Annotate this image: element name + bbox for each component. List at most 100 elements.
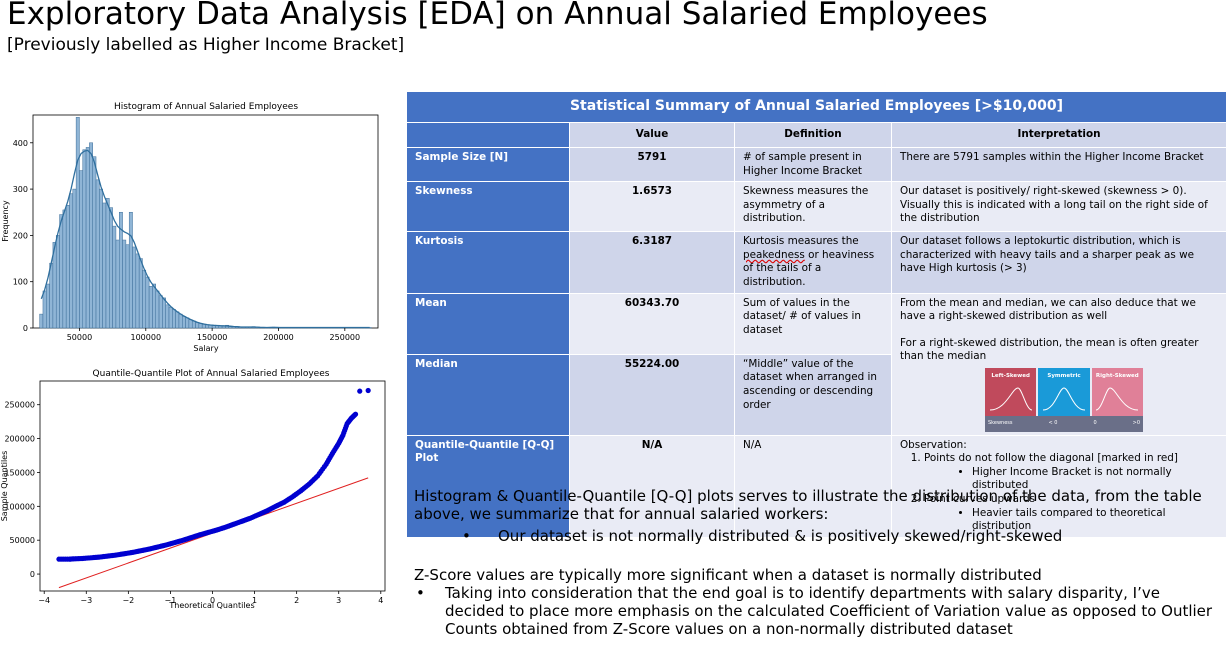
histogram-xtick-label: 150000: [197, 333, 228, 342]
qq-ytick-label: 200000: [4, 435, 35, 444]
histogram-bar: [132, 246, 137, 329]
table-row-mean: Mean 60343.70 Sum of values in the datas…: [406, 292, 1227, 436]
histogram-bar: [49, 262, 54, 329]
histogram-kde-line: [40, 149, 370, 329]
table-header-blank: [406, 122, 570, 148]
histogram-bar: [178, 313, 183, 329]
histogram-bar: [79, 170, 84, 329]
page-subtitle: [Previously labelled as Higher Income Br…: [7, 35, 405, 55]
table-header-interpretation: Interpretation: [891, 122, 1227, 148]
qq-plot-chart: Quantile-Quantile Plot of Annual Salarie…: [0, 369, 386, 610]
symmetric-curve-icon: [1042, 387, 1086, 411]
qq-ytick-label: 50000: [10, 536, 35, 545]
histogram-xtick-label: 200000: [263, 333, 294, 342]
qq-point: [365, 387, 371, 394]
qq-point: [357, 388, 363, 394]
row-definition: Kurtosis measures the peakedness or heav…: [734, 231, 892, 294]
histogram-bar: [42, 290, 47, 329]
histogram-bar: [55, 235, 60, 329]
table-row-qq-plot: Quantile-Quantile [Q-Q] Plot N/A N/A Obs…: [406, 434, 1227, 538]
left-skew-curve-icon: [989, 387, 1032, 411]
table-row-median: Median 55224.00 “Middle” value of the da…: [406, 353, 1227, 436]
row-interpretation: Our dataset follows a leptokurtic distri…: [891, 231, 1227, 294]
row-value: 60343.70: [569, 292, 735, 355]
table-header-value: Value: [569, 122, 735, 148]
observation-item: Point curves upwards Heavier tails compa…: [924, 493, 1218, 534]
qq-point: [352, 411, 359, 417]
qq-xtick-label: 1: [252, 596, 257, 605]
row-value: 5791: [569, 146, 735, 183]
histogram-bar: [85, 147, 90, 329]
qq-xtick-label: 2: [294, 596, 299, 605]
statistical-summary-table: Statistical Summary of Annual Salaried E…: [406, 91, 1227, 538]
row-interpretation-mean-median: From the mean and median, we can also de…: [891, 292, 1227, 436]
skewness-diagram: Left-Skewed Symmetric Right-Skewed: [985, 367, 1143, 416]
histogram-bar: [162, 297, 166, 329]
histogram-bar: [112, 225, 117, 329]
qq-xtick-label: 0: [210, 596, 215, 605]
row-label: Mean: [406, 292, 570, 355]
histogram-bar: [95, 179, 100, 329]
qq-xtick-label: −4: [38, 596, 50, 605]
histogram-bar: [89, 142, 93, 329]
qq-xtick-label: −3: [80, 596, 92, 605]
row-definition: # of sample present in Higher Income Bra…: [734, 146, 892, 183]
histogram-bar: [109, 207, 113, 329]
histogram-bar: [172, 309, 176, 329]
histogram-bar: [152, 283, 156, 329]
right-skewed-badge: Right-Skewed: [1091, 367, 1143, 416]
row-definition: Sum of values in the dataset/ # of value…: [734, 292, 892, 355]
table-row-sample-size: Sample Size [N] 5791 # of sample present…: [406, 146, 1227, 183]
histogram-bar: [168, 306, 173, 329]
histogram-bar: [99, 188, 103, 329]
histogram-bar: [188, 319, 193, 329]
row-label: Kurtosis: [406, 231, 570, 294]
row-interpretation: Our dataset is positively/ right-skewed …: [891, 181, 1227, 233]
row-label: Quantile-Quantile [Q-Q] Plot: [406, 434, 570, 538]
qq-plot-ylabel: Sample Quantiles: [0, 451, 9, 522]
histogram-bar: [195, 322, 200, 329]
histogram-bar: [105, 198, 110, 329]
histogram-ytick-label: 0: [23, 324, 28, 333]
histogram-bar: [128, 211, 133, 329]
histogram-bar: [135, 253, 140, 329]
histogram-bar: [142, 269, 147, 329]
row-value: 55224.00: [569, 353, 735, 436]
histogram-bar: [102, 202, 107, 329]
histogram-bar: [158, 295, 163, 329]
page-title: Exploratory Data Analysis [EDA] on Annua…: [7, 0, 988, 32]
histogram-bar: [39, 313, 44, 329]
histogram-bar: [115, 239, 120, 329]
table-row-skewness: Skewness 1.6573 Skewness measures the as…: [406, 181, 1227, 233]
histogram-bar: [148, 286, 153, 329]
row-value: N/A: [569, 434, 735, 538]
skewness-scale: Skewness < 0 0 >0: [985, 415, 1143, 432]
histogram-bar: [46, 283, 50, 329]
histogram-bar: [82, 149, 87, 329]
histogram-bar: [191, 320, 196, 329]
row-value: 1.6573: [569, 181, 735, 233]
histogram-bar: [92, 156, 97, 329]
qq-ytick-label: 250000: [4, 401, 35, 410]
histogram-ytick-label: 400: [13, 139, 28, 148]
observation-item: Points do not follow the diagonal [marke…: [924, 452, 1218, 493]
histogram-xlabel: Salary: [193, 344, 218, 353]
symmetric-badge: Symmetric: [1038, 367, 1090, 416]
qq-ytick-label: 150000: [4, 468, 35, 477]
qq-plot-xlabel: Theoretical Quantiles: [168, 601, 254, 610]
histogram-bar: [145, 276, 150, 329]
histogram-bar: [165, 304, 170, 329]
qq-plot-title: Quantile-Quantile Plot of Annual Salarie…: [93, 369, 330, 379]
zscore-bullet: • Taking into consideration that the end …: [416, 584, 1213, 638]
histogram-xtick-label: 50000: [67, 333, 92, 342]
histogram-ylabel: Frequency: [1, 200, 10, 242]
histogram-title: Histogram of Annual Salaried Employees: [114, 102, 298, 112]
histogram-bar: [122, 239, 127, 329]
qq-xtick-label: −1: [165, 596, 177, 605]
row-interpretation: Observation: Points do not follow the di…: [891, 434, 1227, 538]
qq-xtick-label: 3: [336, 596, 341, 605]
histogram-bar: [65, 205, 70, 329]
table-title: Statistical Summary of Annual Salaried E…: [406, 91, 1227, 123]
histogram-chart: Histogram of Annual Salaried Employees 5…: [1, 102, 379, 353]
histogram-bar: [138, 258, 143, 329]
